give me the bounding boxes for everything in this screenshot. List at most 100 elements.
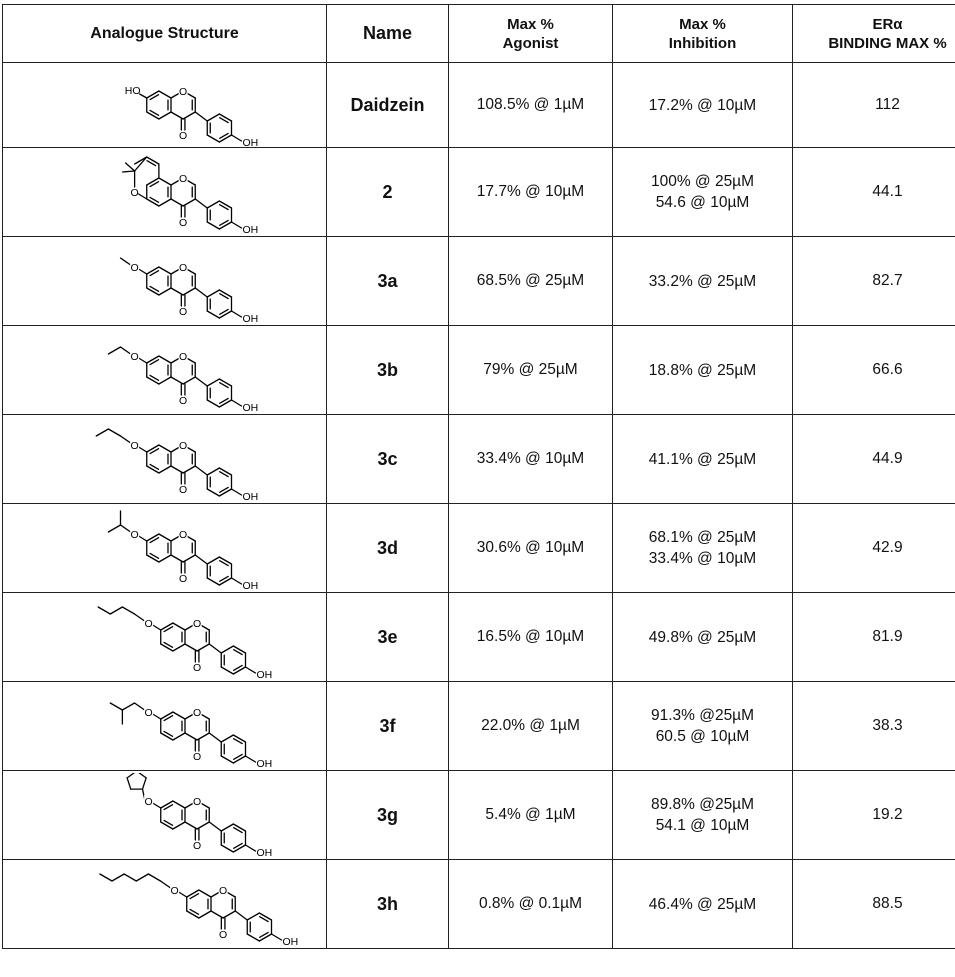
structure-cell: O O OH O xyxy=(2,592,327,682)
inhibition-line: 89.8% @25µM xyxy=(650,796,755,813)
svg-text:OH: OH xyxy=(242,491,258,501)
svg-text:O: O xyxy=(130,440,138,452)
agonist-value: 0.8% @ 0.1µM xyxy=(448,859,613,949)
molecule-structure: O O OH O xyxy=(98,873,298,946)
inhibition-value: 18.8% @ 25µM xyxy=(612,325,793,415)
header-binding: ERα BINDING MAX % xyxy=(792,4,955,63)
compound-name: 3f xyxy=(326,681,449,771)
molecule-structure: O O OH O xyxy=(95,428,258,501)
inhibition-line: 17.2% @ 10µM xyxy=(648,96,757,114)
inhibition-value: 33.2% @ 25µM xyxy=(612,236,793,326)
structure-cell: O O OH O xyxy=(2,681,327,771)
header-inhibition: Max % Inhibition xyxy=(612,4,793,63)
svg-text:O: O xyxy=(179,440,187,452)
svg-text:OH: OH xyxy=(242,313,258,323)
inhibition-line: 54.6 @ 10µM xyxy=(655,194,750,211)
inhibition-line: 18.8% @ 25µM xyxy=(648,361,757,379)
structure-cell: O O OH O xyxy=(2,770,327,860)
svg-text:OH: OH xyxy=(242,580,258,590)
table-row: O O OH O 3b 79% @ 25µM 18.8% @ 25µM 66.6 xyxy=(2,325,955,415)
inhibition-value: 46.4% @ 25µM xyxy=(612,859,793,949)
inhibition-value: 49.8% @ 25µM xyxy=(612,592,793,682)
binding-value: 82.7 xyxy=(792,236,955,326)
structure-cell: O O OH O xyxy=(2,859,327,949)
agonist-value: 108.5% @ 1µM xyxy=(448,62,613,148)
svg-text:OH: OH xyxy=(242,402,258,412)
inhibition-line: 33.2% @ 25µM xyxy=(648,272,757,290)
svg-text:O: O xyxy=(130,187,138,199)
agonist-value: 17.7% @ 10µM xyxy=(448,147,613,237)
svg-text:O: O xyxy=(193,840,201,852)
structure-cell: O O OH O xyxy=(2,236,327,326)
binding-value: 112 xyxy=(792,62,955,148)
inhibition-line: 46.4% @ 25µM xyxy=(648,895,757,913)
svg-text:OH: OH xyxy=(242,137,258,147)
molecule-structure: O O OH O xyxy=(107,346,258,412)
svg-text:O: O xyxy=(179,86,187,98)
agonist-value: 22.0% @ 1µM xyxy=(448,681,613,771)
svg-text:O: O xyxy=(130,351,138,363)
compound-name: 3e xyxy=(326,592,449,682)
table-row: O O OH O 3h 0.8% @ 0.1µM 46.4% @ 25µM 88.5 xyxy=(2,859,955,949)
inhibition-value: 17.2% @ 10µM xyxy=(612,62,793,148)
compound-name: 2 xyxy=(326,147,449,237)
svg-text:O: O xyxy=(179,395,187,407)
svg-text:O: O xyxy=(193,618,201,630)
svg-text:O: O xyxy=(179,351,187,363)
inhibition-value: 100% @ 25µM 54.6 @ 10µM xyxy=(612,147,793,237)
agonist-value: 33.4% @ 10µM xyxy=(448,414,613,504)
compound-name: 3d xyxy=(326,503,449,593)
svg-text:O: O xyxy=(179,573,187,585)
svg-text:OH: OH xyxy=(256,669,272,679)
svg-text:O: O xyxy=(179,529,187,541)
binding-value: 44.9 xyxy=(792,414,955,504)
inhibition-value: 41.1% @ 25µM xyxy=(612,414,793,504)
table-row: O O OH O 3d 30.6% @ 10µM 68.1% @ 25µM 33.4% @ 1… xyxy=(2,503,955,593)
binding-value: 42.9 xyxy=(792,503,955,593)
header-agonist: Max % Agonist xyxy=(448,4,613,63)
svg-text:O: O xyxy=(144,618,152,630)
svg-text:OH: OH xyxy=(256,847,272,857)
binding-value: 88.5 xyxy=(792,859,955,949)
structure-cell: O O OH O xyxy=(2,325,327,415)
compound-name: Daidzein xyxy=(326,62,449,148)
table-row: O O OH O 3g 5.4% @ 1µM 89.8% @25µM 54.1 @ 10µM 1… xyxy=(2,770,955,860)
svg-text:O: O xyxy=(170,885,178,897)
svg-text:O: O xyxy=(130,529,138,541)
table-row: O O OH HO Daidzein 108.5% @ 1µM 17.2% @ 10µM 11… xyxy=(2,62,955,148)
agonist-value: 79% @ 25µM xyxy=(448,325,613,415)
svg-text:O: O xyxy=(193,707,201,719)
agonist-value: 5.4% @ 1µM xyxy=(448,770,613,860)
svg-text:HO: HO xyxy=(124,85,140,97)
inhibition-line: 33.4% @ 10µM xyxy=(648,550,757,567)
inhibition-line: 60.5 @ 10µM xyxy=(655,728,750,745)
molecule-structure: O O OH HO xyxy=(124,85,258,147)
header-row: Analogue Structure Name Max % Agonist Max… xyxy=(2,4,955,63)
compound-name: 3a xyxy=(326,236,449,326)
compound-name: 3h xyxy=(326,859,449,949)
compound-name: 3c xyxy=(326,414,449,504)
table-row: O O OH O 3a 68.5% @ 25µM 33.2% @ 25µM 82.7 xyxy=(2,236,955,326)
svg-text:OH: OH xyxy=(242,224,258,234)
molecule-structure: O O OH O xyxy=(96,606,272,679)
binding-value: 81.9 xyxy=(792,592,955,682)
inhibition-line: 54.1 @ 10µM xyxy=(655,817,750,834)
structure-cell: O O OH O xyxy=(2,147,327,237)
binding-value: 44.1 xyxy=(792,147,955,237)
agonist-value: 30.6% @ 10µM xyxy=(448,503,613,593)
inhibition-line: 68.1% @ 25µM xyxy=(648,529,757,546)
table-row: O O OH O 2 17.7% @ 10µM 100% @ 25µM 54.6 @ 10µM… xyxy=(2,147,955,237)
binding-value: 38.3 xyxy=(792,681,955,771)
inhibition-value: 68.1% @ 25µM 33.4% @ 10µM xyxy=(612,503,793,593)
svg-text:O: O xyxy=(219,929,227,941)
table-row: O O OH O 3c 33.4% @ 10µM 41.1% @ 25µM 44.9 xyxy=(2,414,955,504)
table-row: O O OH O 3f 22.0% @ 1µM 91.3% @25µM 60.5 @ 10µM… xyxy=(2,681,955,771)
molecule-structure: O O OH O xyxy=(125,773,272,857)
svg-text:O: O xyxy=(144,796,152,808)
results-table: Analogue Structure Name Max % Agonist Max… xyxy=(2,4,955,949)
svg-text:O: O xyxy=(179,173,187,185)
molecule-structure: O O OH O xyxy=(107,510,258,590)
svg-text:O: O xyxy=(193,751,201,763)
structure-cell: O O OH HO xyxy=(2,62,327,148)
svg-text:O: O xyxy=(179,484,187,496)
